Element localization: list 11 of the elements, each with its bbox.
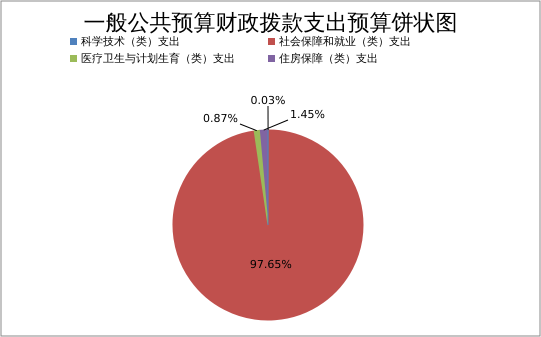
data-label: 0.03% xyxy=(250,94,286,108)
legend-label: 住房保障（类）支出 xyxy=(279,52,378,65)
pie-slice xyxy=(172,130,364,320)
chart-title: 一般公共预算财政拨款支出预算饼状图 xyxy=(84,11,458,36)
legend-label: 科学技术（类）支出 xyxy=(81,35,180,48)
data-label: 97.65% xyxy=(250,258,292,271)
data-label: 1.45% xyxy=(290,108,325,122)
legend-label: 社会保障和就业（类）支出 xyxy=(279,35,411,48)
pie-slice xyxy=(254,130,268,226)
legend-label: 医疗卫生与计划生育（类）支出 xyxy=(81,52,235,65)
data-label: 0.87% xyxy=(203,112,238,126)
